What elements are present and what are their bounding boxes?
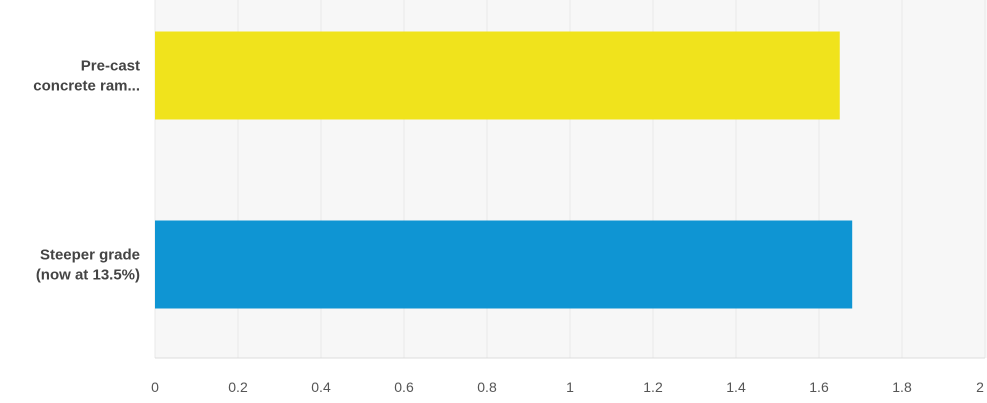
x-tick-label: 1.6 [809, 379, 829, 395]
x-tick-label: 1.4 [726, 379, 746, 395]
category-label-line: concrete ram... [33, 78, 140, 95]
bars [155, 31, 853, 309]
x-tick-label: 0.2 [228, 379, 248, 395]
bar-1 [155, 220, 853, 309]
x-tick-label: 1 [566, 379, 574, 395]
x-tick-label: 0.8 [477, 379, 497, 395]
bar-0 [155, 31, 840, 120]
category-label-line: (now at 13.5%) [36, 267, 140, 284]
category-labels: Pre-cast concrete ram... Steeper grade (now… [33, 58, 140, 284]
x-tick-label: 0 [151, 379, 159, 395]
x-tick-label: 0.4 [311, 379, 331, 395]
x-tick-label: 2 [976, 379, 984, 395]
category-label-line: Steeper grade [40, 247, 140, 264]
x-axis-tick-labels: 0 0.2 0.4 0.6 0.8 1 1.2 1.4 1.6 1.8 2 [151, 379, 984, 395]
category-label-line: Pre-cast [81, 58, 140, 75]
x-tick-label: 1.8 [892, 379, 912, 395]
category-label: Steeper grade (now at 13.5%) [36, 247, 140, 284]
x-tick-label: 1.2 [643, 379, 663, 395]
x-tick-label: 0.6 [394, 379, 414, 395]
category-label: Pre-cast concrete ram... [33, 58, 140, 95]
